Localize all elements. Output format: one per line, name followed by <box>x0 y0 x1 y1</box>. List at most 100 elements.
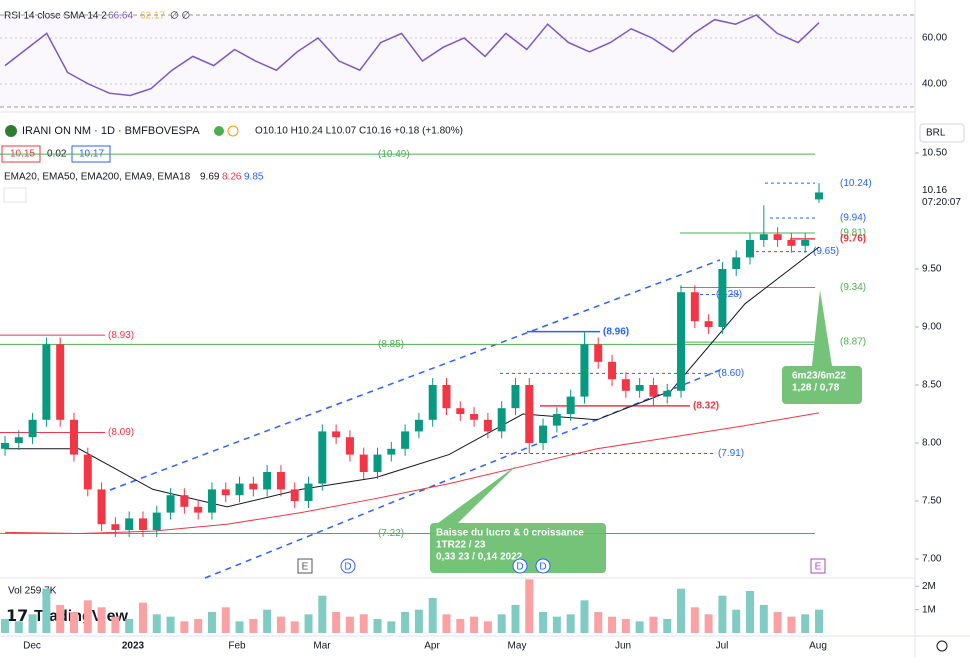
volume-bar <box>194 619 203 633</box>
candle-body <box>138 518 147 530</box>
candle-body <box>580 344 589 397</box>
volume-bar <box>69 612 78 633</box>
x-tick-label: Dec <box>23 641 41 652</box>
candle-body <box>663 390 672 397</box>
candle-body <box>759 234 768 240</box>
ema200-line <box>4 412 820 534</box>
candle-body <box>732 257 741 269</box>
volume-label: Vol 259.7K <box>8 586 57 597</box>
candle-body <box>1 443 9 449</box>
volume-bar <box>746 591 755 633</box>
candle-body <box>649 385 658 397</box>
candle-body <box>125 518 134 530</box>
volume-bar <box>497 614 506 633</box>
last-price: 10.16 <box>922 185 947 196</box>
level-label: (9.94) <box>840 213 866 224</box>
candle-body <box>318 431 327 484</box>
settings[interactable] <box>936 640 948 652</box>
volume-bar <box>580 600 589 633</box>
volume-bar <box>552 616 561 633</box>
candle-body <box>221 489 230 496</box>
level-label: (9.28) <box>716 289 742 300</box>
ema-value: 8.26 <box>222 172 242 183</box>
candle-body <box>552 414 561 426</box>
volume-bar <box>28 614 37 633</box>
candle-body <box>594 344 603 362</box>
candle-body <box>166 495 175 513</box>
status-dot <box>227 125 239 137</box>
event-marker <box>512 558 528 574</box>
candle-body <box>483 419 492 432</box>
candle-body <box>290 489 299 501</box>
volume-bar <box>318 595 327 633</box>
level-label: (8.09) <box>108 427 134 438</box>
volume-bar <box>732 609 741 633</box>
volume-bar <box>387 621 396 633</box>
candle-body <box>456 408 465 414</box>
candle-body <box>815 192 823 200</box>
candle-body <box>801 240 810 246</box>
volume-bar <box>787 616 796 633</box>
volume-bar <box>401 612 410 633</box>
level-label: (10.49) <box>378 149 410 160</box>
volume-bar <box>138 602 147 633</box>
volume-bar <box>773 612 782 633</box>
rsi-line <box>4 14 820 97</box>
candle-body <box>677 292 686 391</box>
candle-body <box>97 489 106 525</box>
brand-logo: 𝟭𝟳 <box>6 608 28 625</box>
x-tick-label: Feb <box>228 641 246 652</box>
volume-bar <box>690 607 699 633</box>
volume-bar <box>152 614 161 633</box>
candle-body <box>635 385 644 391</box>
y-tick-label: 9.50 <box>922 264 942 275</box>
candle-body <box>621 379 630 391</box>
ohlc: O10.10 H10.24 L10.07 C10.16 +0.18 (+1.80… <box>255 126 463 137</box>
rsi-band <box>0 15 915 107</box>
level-label: (8.32) <box>693 401 719 412</box>
candle-body <box>608 361 617 380</box>
callout-box <box>430 523 606 573</box>
rsi-sma: 62.17 <box>140 11 165 22</box>
candle-body <box>194 506 203 513</box>
candle-body <box>401 431 410 449</box>
symbol-icon <box>5 125 17 137</box>
y-tick-label: 10.50 <box>922 148 947 159</box>
candle-body <box>235 483 244 496</box>
y-tick-label: 7.00 <box>922 554 942 565</box>
volume-bar <box>235 621 244 633</box>
currency-button[interactable] <box>919 123 965 143</box>
volume-bar <box>97 607 106 633</box>
y-tick-label: 8.00 <box>922 438 942 449</box>
x-tick-label: Aug <box>809 641 827 652</box>
volume-bar <box>221 607 230 633</box>
volume-bar <box>539 612 548 633</box>
callout-text: Baisse du lucro & 0 croissance <box>436 528 584 539</box>
x-tick-label: Apr <box>424 641 440 652</box>
candle-body <box>345 437 354 455</box>
callout <box>812 290 832 366</box>
volume-bar <box>14 621 23 633</box>
volume-bar <box>621 619 630 633</box>
level-label: (8.93) <box>108 330 134 341</box>
collapse-button[interactable] <box>3 187 27 203</box>
volume-bar <box>332 612 341 633</box>
volume-bar <box>249 619 258 633</box>
volume-bar <box>594 612 603 633</box>
volume-bar <box>290 621 299 633</box>
callout-box <box>782 366 862 404</box>
x-tick-label: Jun <box>615 641 631 652</box>
candle-body <box>56 344 65 420</box>
candle-body <box>718 269 727 327</box>
volume-bar <box>304 614 313 633</box>
volume-bar <box>1 619 9 633</box>
volume-bar <box>373 619 382 633</box>
volume-bar <box>180 621 189 633</box>
currency: BRL <box>926 128 946 139</box>
volume-bar <box>276 616 285 633</box>
level-label: (10.24) <box>840 178 872 189</box>
candle-body <box>497 408 506 432</box>
event-label: E <box>302 562 309 573</box>
candle-body <box>525 385 534 443</box>
